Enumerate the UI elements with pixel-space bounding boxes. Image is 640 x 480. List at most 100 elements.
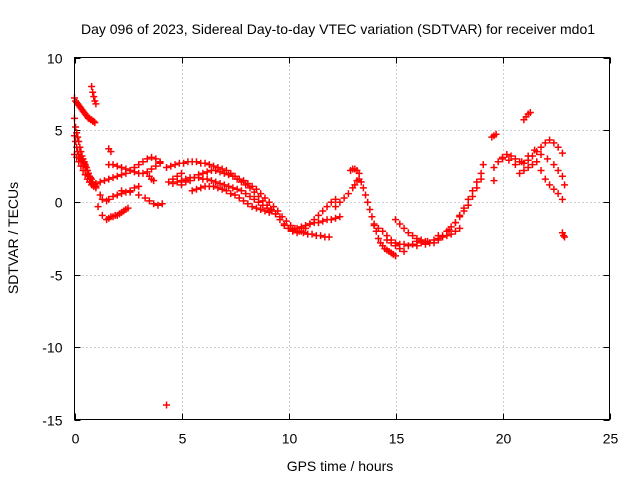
y-tick-label: 0 — [55, 195, 63, 211]
data-point — [109, 161, 117, 169]
data-point — [148, 165, 156, 173]
data-point — [98, 211, 106, 219]
data-point — [479, 161, 487, 169]
data-point — [374, 235, 382, 242]
data-point — [231, 191, 239, 199]
data-point — [494, 158, 502, 166]
data-point — [546, 136, 554, 144]
data-point — [332, 203, 340, 211]
data-point — [336, 213, 344, 221]
x-axis-label: GPS time / hours — [287, 458, 394, 474]
data-point — [113, 172, 121, 180]
data-point — [558, 172, 566, 180]
data-point — [205, 161, 213, 169]
data-point — [325, 233, 333, 241]
data-point — [272, 210, 280, 218]
data-point — [396, 220, 404, 228]
data-point — [257, 206, 265, 214]
data-point — [139, 169, 147, 177]
data-point — [72, 123, 80, 131]
data-point — [314, 219, 322, 227]
data-point — [195, 174, 203, 182]
data-point — [109, 174, 117, 182]
data-point — [417, 236, 425, 244]
data-point — [314, 211, 322, 219]
y-tick-label: -15 — [42, 413, 62, 429]
data-point — [250, 195, 258, 203]
data-point — [210, 182, 218, 190]
data-point — [344, 190, 352, 198]
data-point — [152, 162, 160, 170]
y-tick-label: 5 — [55, 123, 63, 139]
data-point — [81, 171, 89, 179]
data-point — [518, 158, 526, 166]
data-point — [392, 252, 399, 260]
data-point — [413, 242, 421, 250]
data-point — [263, 204, 271, 212]
data-point — [130, 184, 138, 192]
data-point — [154, 201, 162, 209]
data-point — [537, 151, 545, 159]
data-point — [434, 232, 442, 240]
data-point — [392, 216, 399, 224]
data-point — [364, 198, 372, 206]
data-point — [173, 172, 181, 180]
data-point — [554, 166, 562, 174]
data-point — [163, 401, 171, 409]
data-point — [233, 185, 241, 193]
data-point — [118, 171, 126, 179]
data-point — [308, 230, 316, 238]
x-tick-label: 20 — [496, 431, 512, 447]
data-point — [74, 133, 82, 141]
data-point — [113, 162, 121, 170]
data-point — [203, 168, 211, 176]
data-point — [212, 178, 220, 186]
data-point — [242, 181, 250, 189]
x-tick-label: 5 — [179, 431, 187, 447]
data-point — [424, 237, 432, 245]
data-point — [259, 201, 267, 209]
data-point — [368, 213, 376, 221]
data-point — [242, 190, 250, 198]
data-point — [558, 195, 566, 203]
data-point — [246, 193, 254, 201]
data-point — [297, 223, 305, 231]
data-point — [171, 161, 179, 169]
data-point — [92, 179, 100, 187]
data-point — [541, 139, 549, 147]
data-point — [413, 235, 421, 242]
data-point — [323, 203, 331, 211]
data-point — [554, 143, 562, 151]
data-point — [554, 190, 562, 198]
data-point — [516, 169, 524, 177]
data-point — [404, 229, 412, 237]
x-tick-label: 15 — [389, 431, 405, 447]
data-point — [409, 240, 417, 248]
data-point — [456, 211, 464, 219]
data-point — [165, 178, 173, 186]
data-point — [355, 169, 363, 177]
data-point — [400, 224, 408, 232]
data-point — [447, 230, 455, 238]
data-point — [267, 207, 275, 215]
data-point — [357, 178, 365, 186]
data-point — [225, 171, 233, 179]
data-point — [90, 93, 98, 101]
data-points — [71, 82, 569, 409]
data-point — [492, 130, 500, 138]
data-point — [541, 175, 549, 183]
plot-frame — [74, 57, 610, 420]
data-point — [188, 187, 196, 195]
data-point — [216, 168, 224, 176]
data-point — [430, 239, 438, 247]
data-point — [550, 161, 558, 169]
data-point — [126, 166, 134, 174]
data-point — [122, 169, 130, 177]
data-point — [370, 221, 378, 229]
data-point — [306, 220, 314, 228]
data-point — [88, 82, 96, 90]
data-point — [362, 191, 370, 199]
data-point — [287, 221, 295, 229]
data-point — [520, 166, 528, 174]
data-point — [150, 177, 158, 185]
